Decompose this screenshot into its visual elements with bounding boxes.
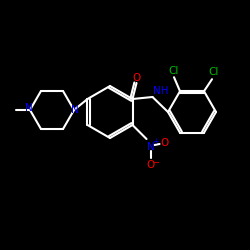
Text: N: N xyxy=(147,142,154,152)
Text: N: N xyxy=(25,103,33,113)
Text: O: O xyxy=(146,160,155,170)
Text: N: N xyxy=(71,105,79,115)
Text: O: O xyxy=(160,138,169,148)
Text: O: O xyxy=(132,73,141,83)
Text: Cl: Cl xyxy=(209,67,219,77)
Text: Cl: Cl xyxy=(169,66,179,76)
Text: +: + xyxy=(152,138,159,146)
Text: −: − xyxy=(152,158,159,168)
Text: NH: NH xyxy=(153,86,168,96)
